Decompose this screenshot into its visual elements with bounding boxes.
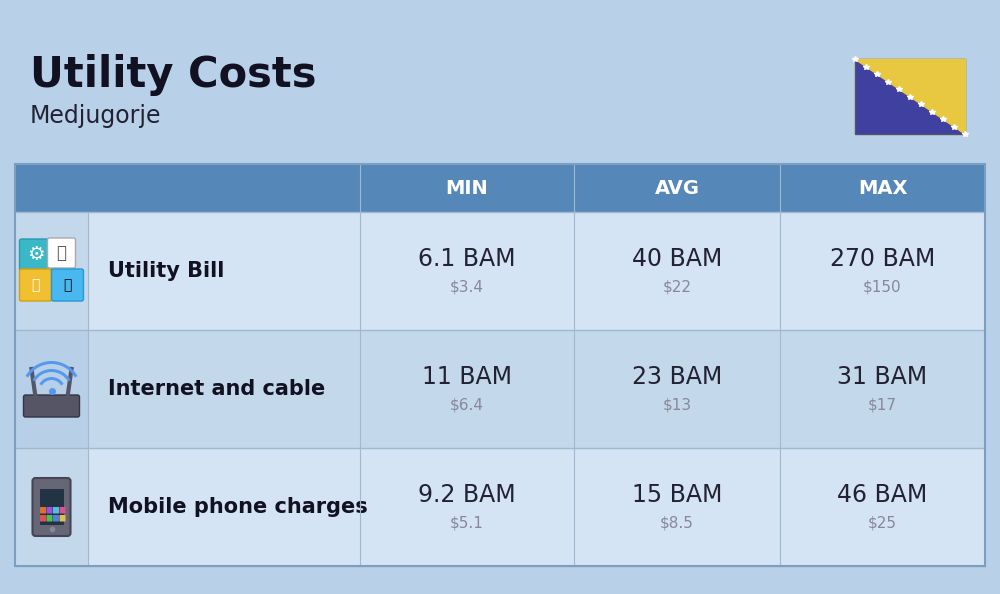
FancyBboxPatch shape (40, 489, 64, 525)
Text: Utility Costs: Utility Costs (30, 54, 316, 96)
Text: 🚿: 🚿 (63, 278, 72, 292)
FancyBboxPatch shape (60, 515, 66, 522)
FancyBboxPatch shape (60, 507, 66, 513)
Text: 👤: 👤 (56, 244, 66, 262)
Text: 46 BAM: 46 BAM (837, 483, 928, 507)
Text: Utility Bill: Utility Bill (108, 261, 224, 281)
Wedge shape (39, 377, 64, 386)
Text: 15 BAM: 15 BAM (632, 483, 722, 507)
FancyBboxPatch shape (52, 269, 84, 301)
FancyBboxPatch shape (53, 507, 59, 513)
Text: $25: $25 (868, 516, 897, 530)
FancyBboxPatch shape (855, 59, 965, 134)
Wedge shape (32, 369, 71, 381)
Text: Internet and cable: Internet and cable (108, 379, 325, 399)
Wedge shape (26, 361, 77, 378)
Text: $22: $22 (662, 280, 692, 295)
FancyBboxPatch shape (360, 448, 985, 566)
FancyBboxPatch shape (40, 507, 46, 513)
Text: $3.4: $3.4 (450, 280, 484, 295)
Text: MAX: MAX (858, 179, 907, 197)
FancyBboxPatch shape (15, 330, 88, 448)
Text: 11 BAM: 11 BAM (422, 365, 512, 389)
FancyBboxPatch shape (15, 212, 88, 330)
Text: $6.4: $6.4 (450, 397, 484, 412)
Text: MIN: MIN (446, 179, 488, 197)
Polygon shape (855, 59, 965, 134)
Text: Mobile phone charges: Mobile phone charges (108, 497, 368, 517)
FancyBboxPatch shape (360, 212, 985, 330)
Text: 270 BAM: 270 BAM (830, 247, 935, 271)
FancyBboxPatch shape (53, 515, 59, 522)
FancyBboxPatch shape (88, 330, 360, 448)
Text: 40 BAM: 40 BAM (632, 247, 722, 271)
Text: 23 BAM: 23 BAM (632, 365, 722, 389)
Text: 31 BAM: 31 BAM (837, 365, 928, 389)
FancyBboxPatch shape (40, 515, 46, 522)
FancyBboxPatch shape (46, 515, 52, 522)
FancyBboxPatch shape (15, 448, 88, 566)
FancyBboxPatch shape (32, 478, 70, 536)
Text: ⚙: ⚙ (27, 245, 44, 264)
Text: AVG: AVG (654, 179, 700, 197)
Text: 9.2 BAM: 9.2 BAM (418, 483, 516, 507)
Text: 6.1 BAM: 6.1 BAM (418, 247, 516, 271)
FancyBboxPatch shape (20, 269, 52, 301)
FancyBboxPatch shape (88, 448, 360, 566)
FancyBboxPatch shape (24, 395, 80, 417)
FancyBboxPatch shape (15, 164, 985, 212)
FancyBboxPatch shape (48, 238, 76, 268)
FancyBboxPatch shape (360, 330, 985, 448)
Text: Medjugorje: Medjugorje (30, 104, 162, 128)
FancyBboxPatch shape (20, 239, 52, 271)
Text: $17: $17 (868, 397, 897, 412)
Text: $8.5: $8.5 (660, 516, 694, 530)
Text: $13: $13 (662, 397, 692, 412)
FancyBboxPatch shape (88, 212, 360, 330)
Text: $5.1: $5.1 (450, 516, 484, 530)
Text: 🔌: 🔌 (31, 278, 40, 292)
Text: $150: $150 (863, 280, 902, 295)
FancyBboxPatch shape (46, 507, 52, 513)
